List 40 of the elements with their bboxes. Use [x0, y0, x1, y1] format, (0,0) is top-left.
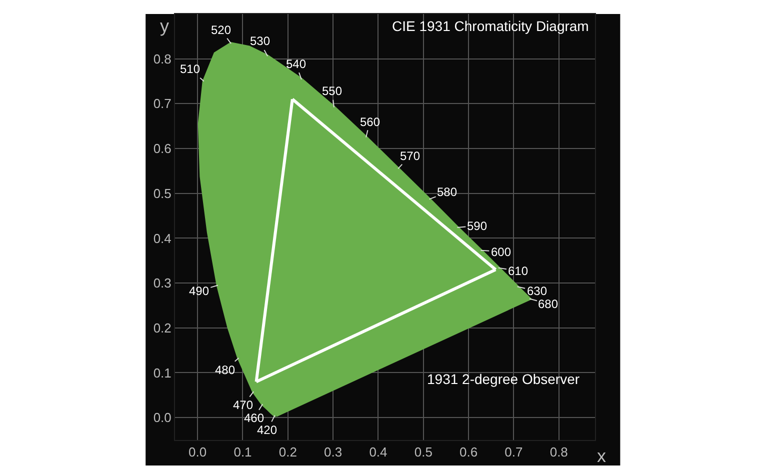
x-tick-label: 0.0 [188, 444, 207, 460]
annotation: 530 [250, 34, 270, 48]
annotation: 490 [189, 284, 210, 298]
x-axis-title: x [597, 446, 606, 466]
x-tick-label: 0.4 [369, 444, 388, 460]
y-tick-label: 0.1 [153, 365, 172, 380]
y-tick-label: 0.2 [153, 320, 172, 336]
x-tick-label: 0.5 [414, 444, 432, 460]
y-tick-label: 0.3 [153, 276, 172, 291]
x-tick-label: 0.1 [234, 444, 252, 460]
annotation: 480 [215, 363, 236, 377]
y-tick-label: 0.4 [153, 230, 172, 246]
y-axis-title: y [160, 16, 169, 36]
annotation: 460 [244, 411, 264, 425]
x-tick-label: 0.8 [550, 444, 568, 460]
y-tick-label: 0.0 [153, 410, 172, 426]
annotation: 420 [257, 423, 278, 437]
x-tick-label: 0.2 [278, 444, 297, 460]
annotation: 580 [437, 185, 458, 199]
y-tick-label: 0.5 [153, 186, 172, 201]
annotation: 600 [491, 245, 512, 259]
annotation: 1931 2-degree Observer [427, 371, 580, 387]
x-tick-label: 0.7 [504, 444, 523, 460]
annotation: 550 [322, 84, 342, 98]
annotation: 630 [527, 284, 548, 298]
x-tick-label: 0.3 [324, 444, 342, 460]
annotation: 610 [508, 264, 528, 278]
y-tick-label: 0.7 [153, 96, 172, 112]
y-tick-label: 0.8 [153, 51, 172, 66]
chart-title: CIE 1931 Chromaticity Diagram [392, 18, 589, 34]
annotation: 520 [211, 23, 232, 37]
annotation: 540 [286, 57, 306, 71]
x-tick-label: 0.6 [460, 444, 478, 460]
annotation: 680 [538, 297, 558, 311]
y-tick-label: 0.6 [153, 141, 172, 156]
annotation: 590 [467, 219, 488, 233]
annotation: 570 [400, 149, 420, 163]
annotation: 510 [180, 62, 200, 76]
annotation: 560 [360, 115, 380, 129]
annotation: 470 [233, 398, 254, 412]
